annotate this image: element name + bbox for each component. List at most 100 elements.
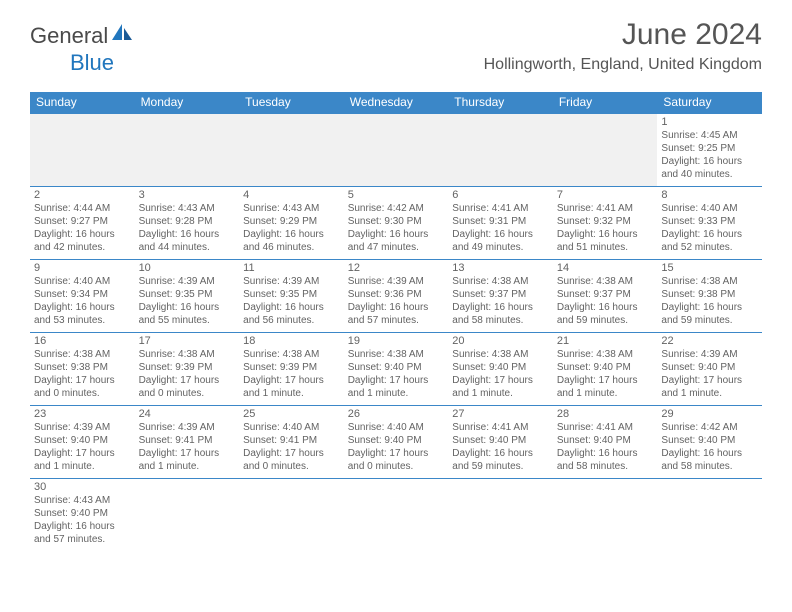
day-info-line: and 51 minutes.: [557, 241, 654, 254]
day-cell: 9Sunrise: 4:40 AMSunset: 9:34 PMDaylight…: [30, 260, 135, 332]
day-cell: [448, 114, 553, 186]
day-info-line: Sunrise: 4:42 AM: [661, 421, 758, 434]
day-info-line: Sunset: 9:30 PM: [348, 215, 445, 228]
day-info-line: and 55 minutes.: [139, 314, 236, 327]
week-row: 2Sunrise: 4:44 AMSunset: 9:27 PM Daylight…: [30, 187, 762, 260]
day-info-line: Daylight: 16 hours: [661, 447, 758, 460]
day-info-line: Sunrise: 4:40 AM: [661, 202, 758, 215]
day-info-line: and 0 minutes.: [34, 387, 131, 400]
week-row: 9Sunrise: 4:40 AMSunset: 9:34 PMDaylight…: [30, 260, 762, 333]
day-cell: 6Sunrise: 4:41 AMSunset: 9:31 PMDaylight…: [448, 187, 553, 259]
day-info-line: Sunrise: 4:38 AM: [34, 348, 131, 361]
day-info-line: and 44 minutes.: [139, 241, 236, 254]
day-info-line: Sunrise: 4:43 AM: [139, 202, 236, 215]
day-cell: 10Sunrise: 4:39 AMSunset: 9:35 PMDayligh…: [135, 260, 240, 332]
day-number: 22: [661, 335, 758, 347]
day-cell: [657, 479, 762, 551]
logo: General: [30, 22, 136, 49]
day-info-line: Sunrise: 4:38 AM: [452, 348, 549, 361]
month-title: June 2024: [484, 18, 762, 52]
weeks-container: 1Sunrise: 4:45 AMSunset: 9:25 PMDaylight…: [30, 114, 762, 551]
day-info-line: and 52 minutes.: [661, 241, 758, 254]
week-row: 1Sunrise: 4:45 AMSunset: 9:25 PMDaylight…: [30, 114, 762, 187]
day-cell: 24Sunrise: 4:39 AMSunset: 9:41 PMDayligh…: [135, 406, 240, 478]
day-info-line: Sunset: 9:40 PM: [661, 434, 758, 447]
day-info-line: Daylight: 16 hours: [661, 301, 758, 314]
day-info-line: Sunrise: 4:38 AM: [348, 348, 445, 361]
title-block: June 2024 Hollingworth, England, United …: [484, 18, 762, 74]
day-number: 6: [452, 189, 549, 201]
day-info-line: and 1 minute.: [139, 460, 236, 473]
day-number: 1: [661, 116, 758, 128]
day-cell: [344, 479, 449, 551]
day-info-line: Daylight: 17 hours: [243, 447, 340, 460]
day-info-line: Sunrise: 4:39 AM: [243, 275, 340, 288]
day-info-line: Sunset: 9:40 PM: [34, 434, 131, 447]
day-info-line: Sunset: 9:31 PM: [452, 215, 549, 228]
day-info-line: Sunset: 9:40 PM: [452, 434, 549, 447]
day-info-line: Daylight: 17 hours: [452, 374, 549, 387]
day-info-line: and 59 minutes.: [452, 460, 549, 473]
day-info-line: Sunrise: 4:42 AM: [348, 202, 445, 215]
day-info-line: and 1 minute.: [34, 460, 131, 473]
day-info-line: and 57 minutes.: [34, 533, 131, 546]
day-info-line: and 58 minutes.: [661, 460, 758, 473]
day-cell: 27Sunrise: 4:41 AMSunset: 9:40 PMDayligh…: [448, 406, 553, 478]
location-label: Hollingworth, England, United Kingdom: [484, 56, 762, 74]
day-info-line: Sunrise: 4:39 AM: [348, 275, 445, 288]
day-info-line: and 40 minutes.: [661, 168, 758, 181]
day-cell: 16Sunrise: 4:38 AMSunset: 9:38 PMDayligh…: [30, 333, 135, 405]
day-info-line: Daylight: 17 hours: [34, 374, 131, 387]
day-info-line: Sunset: 9:29 PM: [243, 215, 340, 228]
day-number: 27: [452, 408, 549, 420]
day-info-line: Sunset: 9:40 PM: [452, 361, 549, 374]
day-info-line: Daylight: 16 hours: [557, 301, 654, 314]
day-number: 12: [348, 262, 445, 274]
logo-text-general: General: [30, 23, 108, 49]
day-cell: [239, 479, 344, 551]
day-info-line: and 1 minute.: [557, 387, 654, 400]
page-header: General June 2024 Hollingworth, England,…: [0, 0, 792, 82]
day-info-line: Daylight: 16 hours: [557, 447, 654, 460]
day-info-line: Daylight: 16 hours: [348, 301, 445, 314]
day-number: 5: [348, 189, 445, 201]
day-info-line: Sunrise: 4:44 AM: [34, 202, 131, 215]
day-info-line: and 58 minutes.: [452, 314, 549, 327]
day-info-line: Daylight: 17 hours: [243, 374, 340, 387]
day-info-line: Sunset: 9:36 PM: [348, 288, 445, 301]
day-cell: 30Sunrise: 4:43 AMSunset: 9:40 PMDayligh…: [30, 479, 135, 551]
day-info-line: Sunrise: 4:45 AM: [661, 129, 758, 142]
day-info-line: Daylight: 16 hours: [452, 301, 549, 314]
day-info-line: Sunrise: 4:39 AM: [139, 421, 236, 434]
day-info-line: Daylight: 16 hours: [243, 228, 340, 241]
day-info-line: Sunset: 9:39 PM: [139, 361, 236, 374]
day-number: 8: [661, 189, 758, 201]
day-info-line: Sunrise: 4:41 AM: [557, 421, 654, 434]
day-info-line: Sunset: 9:27 PM: [34, 215, 131, 228]
day-info-line: Sunrise: 4:40 AM: [34, 275, 131, 288]
day-cell: 2Sunrise: 4:44 AMSunset: 9:27 PMDaylight…: [30, 187, 135, 259]
day-info-line: Daylight: 16 hours: [34, 301, 131, 314]
day-cell: [448, 479, 553, 551]
day-number: 14: [557, 262, 654, 274]
day-cell: 12Sunrise: 4:39 AMSunset: 9:36 PMDayligh…: [344, 260, 449, 332]
weekday-header: Thursday: [448, 92, 553, 114]
day-number: 30: [34, 481, 131, 493]
weekday-header-row: SundayMondayTuesdayWednesdayThursdayFrid…: [30, 92, 762, 114]
day-cell: [553, 479, 658, 551]
day-cell: 21Sunrise: 4:38 AMSunset: 9:40 PMDayligh…: [553, 333, 658, 405]
day-number: 2: [34, 189, 131, 201]
day-info-line: Daylight: 16 hours: [34, 520, 131, 533]
day-info-line: Sunset: 9:32 PM: [557, 215, 654, 228]
day-number: 18: [243, 335, 340, 347]
day-number: 20: [452, 335, 549, 347]
day-info-line: Sunset: 9:41 PM: [243, 434, 340, 447]
day-number: 10: [139, 262, 236, 274]
day-number: 16: [34, 335, 131, 347]
day-info-line: Daylight: 16 hours: [452, 447, 549, 460]
day-info-line: Sunrise: 4:39 AM: [34, 421, 131, 434]
day-number: 25: [243, 408, 340, 420]
day-number: 9: [34, 262, 131, 274]
day-info-line: Daylight: 16 hours: [452, 228, 549, 241]
day-info-line: Sunrise: 4:39 AM: [661, 348, 758, 361]
